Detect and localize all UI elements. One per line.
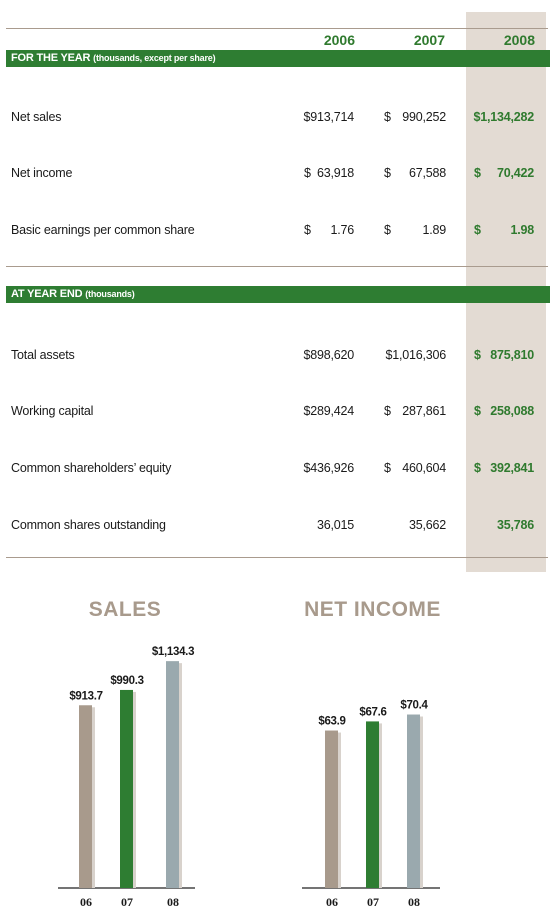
- cell-value: 875,810: [490, 348, 534, 362]
- year-header-2008: 2008: [503, 32, 535, 48]
- dollar-sign: $: [474, 166, 481, 180]
- cell-value: 392,841: [490, 461, 534, 475]
- dollar-sign: $: [384, 223, 391, 237]
- row-label: Total assets: [11, 348, 75, 362]
- bar: [407, 714, 420, 888]
- category-label: 06: [326, 895, 338, 909]
- cell-value: 36,015: [316, 518, 354, 532]
- cell-2007: $67,588: [384, 166, 446, 182]
- category-label: 07: [367, 895, 379, 909]
- cell-value: $289,424: [303, 404, 354, 418]
- cell-value: 990,252: [402, 110, 446, 124]
- bar-value-label: $67.6: [359, 706, 386, 718]
- cell-value: 287,861: [402, 404, 446, 418]
- cell-2007: 35,662: [384, 518, 446, 534]
- cell-value: 1.98: [510, 223, 534, 237]
- cell-2008: 35,786: [474, 518, 534, 534]
- bar: [325, 730, 338, 888]
- cell-2006: $436,926: [303, 461, 354, 477]
- bar-value-label: $70.4: [400, 700, 428, 712]
- section-band-at-year-end: AT YEAR END (thousands): [6, 286, 550, 303]
- cell-2007: $460,604: [384, 461, 446, 477]
- row-label: Net income: [11, 166, 73, 180]
- bar: [166, 661, 179, 888]
- cell-value: 1.76: [330, 223, 354, 237]
- cell-value: 63,918: [316, 166, 354, 180]
- cell-value: 1.89: [422, 223, 446, 237]
- cell-value: $898,620: [303, 348, 354, 362]
- cell-value: 70,422: [496, 166, 534, 180]
- cell-2008: $875,810: [474, 348, 534, 364]
- cell-2006: $1.76: [304, 223, 354, 239]
- dollar-sign: $: [384, 461, 391, 475]
- section-subtitle: (thousands): [85, 289, 135, 299]
- category-label: 06: [80, 895, 92, 909]
- cell-2007: $990,252: [384, 110, 446, 126]
- row-label: Common shares outstanding: [11, 518, 166, 532]
- year-header-2007: 2007: [413, 32, 445, 48]
- dollar-sign: $: [474, 223, 481, 237]
- dollar-sign: $: [304, 166, 311, 180]
- row-label: Working capital: [11, 404, 94, 418]
- sales-chart: $913.7 06 $990.3 07 $1,134.3 08: [58, 646, 195, 909]
- cell-value: $436,926: [303, 461, 354, 475]
- dollar-sign: $: [384, 404, 391, 418]
- cell-value: 67,588: [408, 166, 446, 180]
- section-subtitle: (thousands, except per share): [93, 53, 216, 63]
- cell-value: $1,134,282: [473, 110, 534, 124]
- cell-2008: $1.98: [474, 223, 534, 239]
- cell-2006: $898,620: [303, 348, 354, 364]
- year-header-2006: 2006: [323, 32, 355, 48]
- dollar-sign: $: [474, 461, 481, 475]
- category-label: 07: [121, 895, 133, 909]
- dollar-sign: $: [384, 110, 391, 124]
- bar-value-label: $990.3: [110, 675, 143, 687]
- row-label: Common shareholders’ equity: [11, 461, 172, 475]
- cell-value: $1,016,306: [385, 348, 446, 362]
- row-label: Basic earnings per common share: [11, 223, 195, 237]
- dollar-sign: $: [384, 166, 391, 180]
- cell-value: 460,604: [402, 461, 446, 475]
- cell-2006: 36,015: [304, 518, 354, 534]
- bottom-rule: [6, 557, 548, 558]
- cell-2006: $913,714: [303, 110, 354, 126]
- bar-value-label: $1,134.3: [152, 646, 194, 658]
- net-income-chart: $63.9 06 $67.6 07 $70.4 08: [302, 700, 440, 909]
- bar-charts: $913.7 06 $990.3 07 $1,134.3 08 $63.9 06 $67.6 0…: [58, 646, 440, 909]
- category-label: 08: [167, 895, 179, 909]
- bar-value-label: $63.9: [318, 716, 345, 728]
- bar-value-label: $913.7: [69, 690, 102, 702]
- cell-2007: $1.89: [384, 223, 446, 239]
- section-title: FOR THE YEAR: [11, 52, 91, 64]
- section-title: AT YEAR END: [11, 288, 83, 300]
- dollar-sign: $: [304, 223, 311, 237]
- cell-2006: $63,918: [304, 166, 354, 182]
- bar: [120, 689, 133, 888]
- cell-value: 35,662: [408, 518, 446, 532]
- cell-value: $913,714: [303, 110, 354, 124]
- cell-2008: $1,134,282: [473, 110, 534, 126]
- cell-2007: $287,861: [384, 404, 446, 420]
- row-label: Net sales: [11, 110, 62, 124]
- cell-2008: $392,841: [474, 461, 534, 477]
- bar: [366, 721, 379, 888]
- cell-2008: $258,088: [474, 404, 534, 420]
- dollar-sign: $: [474, 404, 481, 418]
- section-band-for-the-year: FOR THE YEAR (thousands, except per shar…: [6, 50, 550, 67]
- cell-value: 258,088: [490, 404, 534, 418]
- cell-2006: $289,424: [303, 404, 354, 420]
- cell-value: 35,786: [496, 518, 534, 532]
- cell-2008: $70,422: [474, 166, 534, 182]
- bar: [79, 705, 92, 888]
- net-income-chart-title: NET INCOME: [304, 598, 441, 621]
- category-label: 08: [408, 895, 420, 909]
- cell-2007: $1,016,306: [384, 348, 446, 364]
- top-rule: [6, 28, 548, 29]
- mid-rule: [6, 266, 548, 267]
- sales-chart-title: SALES: [88, 598, 162, 621]
- dollar-sign: $: [474, 348, 481, 362]
